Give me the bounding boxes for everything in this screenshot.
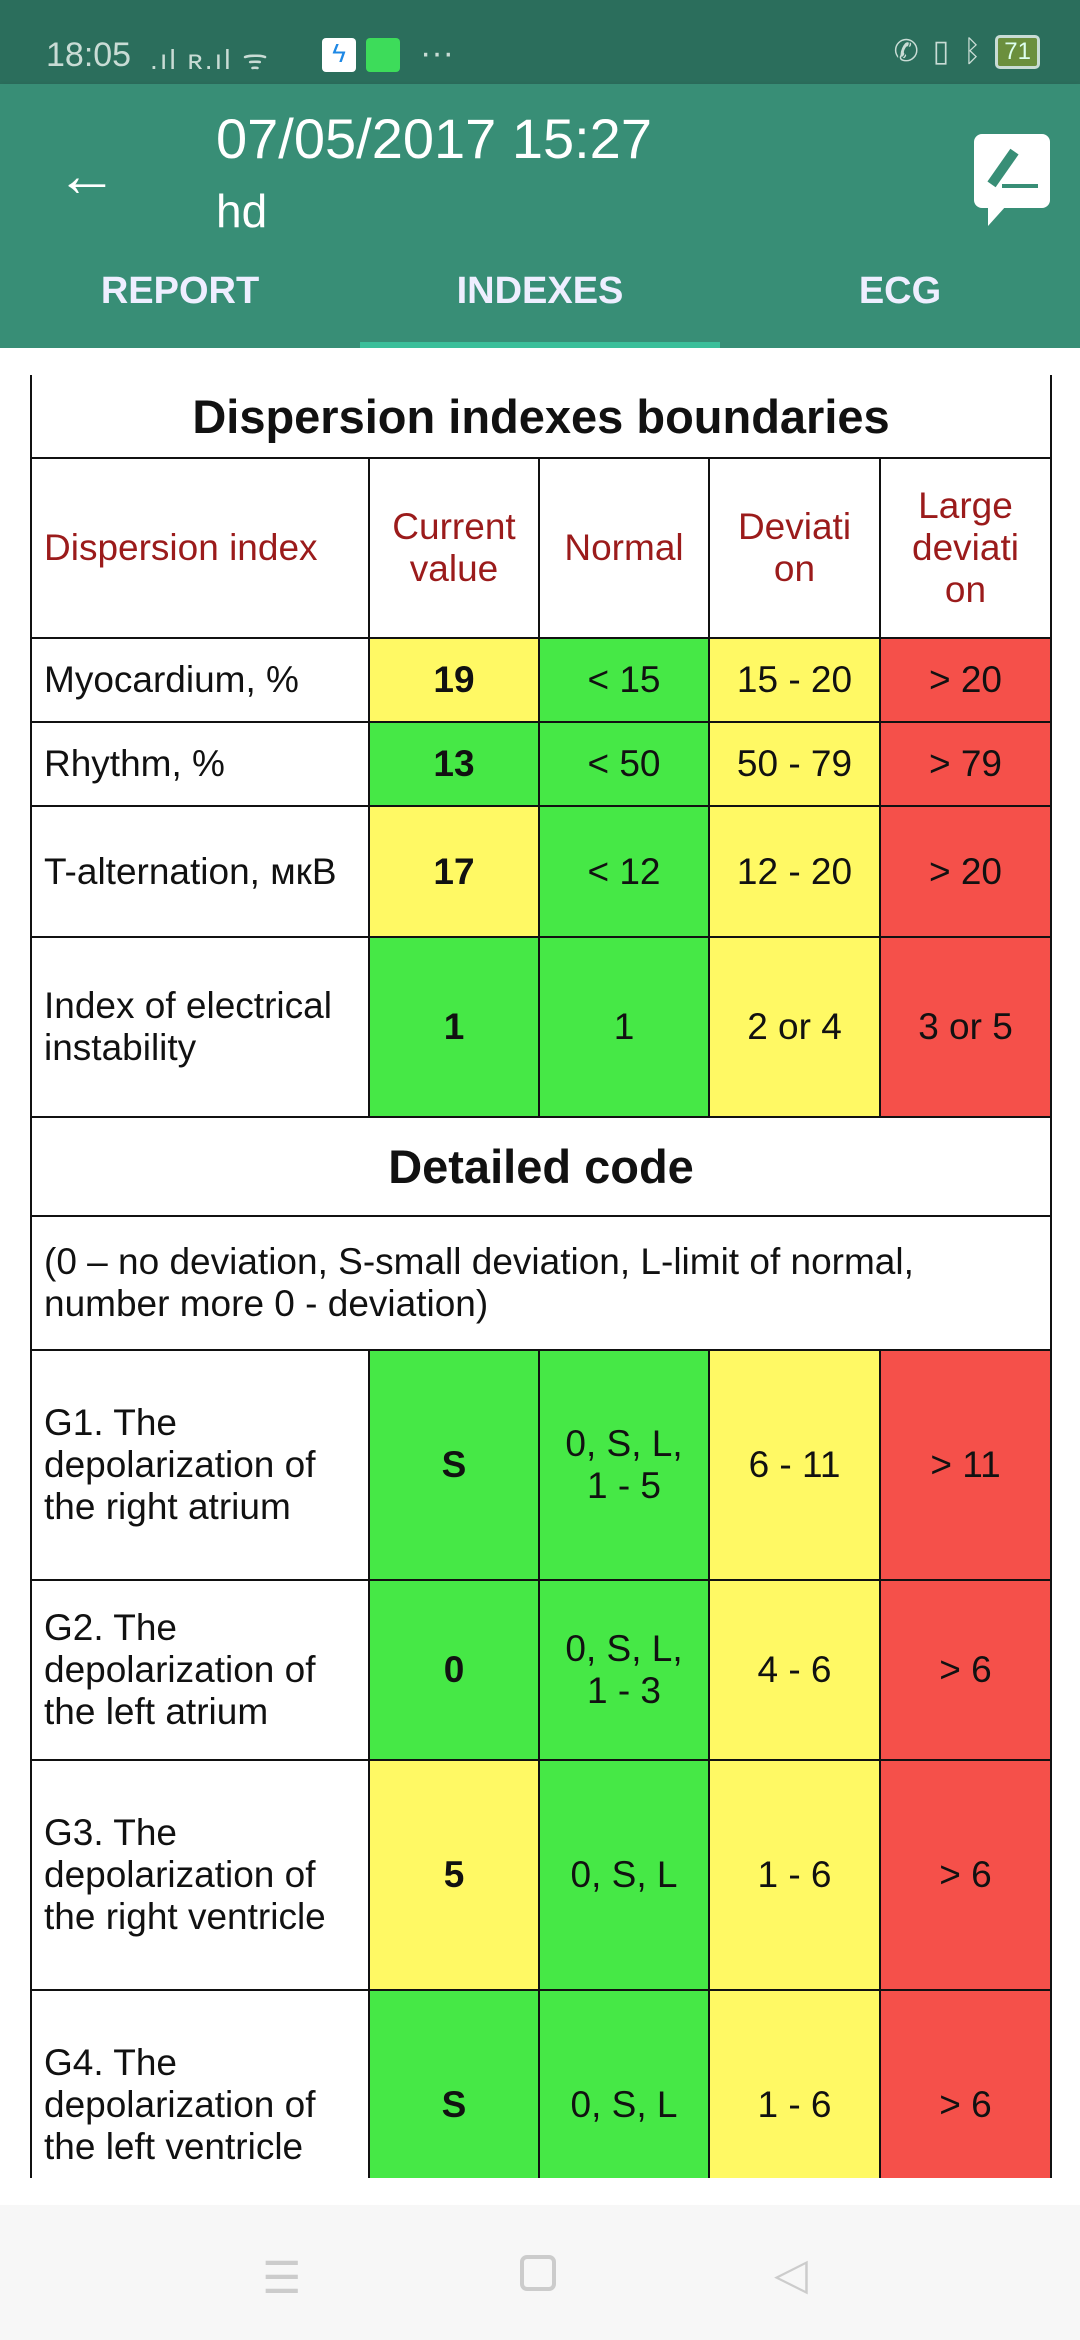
normal-range: 0, S, L, 1 - 5 — [538, 1349, 710, 1581]
vibrate-icon: ▯ — [932, 35, 950, 68]
table-row: G4. The depolarization of the left ventr… — [30, 1989, 1052, 2178]
code-name: G2. The depolarization of the left atriu… — [30, 1579, 370, 1761]
battery-icon: 71 — [995, 34, 1040, 69]
index-name: Index of electrical instability — [30, 936, 370, 1118]
current-value: S — [368, 1989, 540, 2178]
column-header: Deviati on — [708, 457, 881, 639]
column-header: Large deviati on — [879, 457, 1052, 639]
section-title: Detailed code — [30, 1116, 1052, 1217]
page-title: 07/05/2017 15:27 — [216, 107, 652, 170]
messenger-icon: ϟ — [322, 38, 356, 72]
bluetooth-icon: ᛒ — [963, 34, 982, 68]
code-name: G1. The depolarization of the right atri… — [30, 1349, 370, 1581]
current-value: 19 — [368, 637, 540, 723]
table-row: Myocardium, % 19 < 15 15 - 20 > 20 — [30, 637, 1052, 723]
deviation-range: 4 - 6 — [708, 1579, 881, 1761]
signal-icon: .ıl ʀ.ıl ᯤ — [150, 44, 270, 75]
table-row: G2. The depolarization of the left atriu… — [30, 1579, 1052, 1761]
current-value: 1 — [368, 936, 540, 1118]
current-value: 0 — [368, 1579, 540, 1761]
normal-range: 0, S, L — [538, 1759, 710, 1991]
table-row: G3. The depolarization of the right vent… — [30, 1759, 1052, 1991]
current-value: S — [368, 1349, 540, 1581]
deviation-range: 6 - 11 — [708, 1349, 881, 1581]
deviation-range: 1 - 6 — [708, 1989, 881, 2178]
indexes-table: Dispersion indexes boundaries Dispersion… — [30, 375, 1052, 2178]
deviation-range: 15 - 20 — [708, 637, 881, 723]
large-deviation-range: > 20 — [879, 805, 1052, 938]
status-bar: 18:05 .ıl ʀ.ıl ᯤ ϟ ··· ✆ ▯ ᛒ 71 — [0, 0, 1080, 84]
normal-range: < 15 — [538, 637, 710, 723]
tab-report[interactable]: REPORT — [100, 270, 260, 312]
index-name: Myocardium, % — [30, 637, 370, 723]
code-name: G4. The depolarization of the left ventr… — [30, 1989, 370, 2178]
system-nav-bar: ☰ ◁ — [0, 2205, 1080, 2340]
normal-range: 0, S, L, 1 - 3 — [538, 1579, 710, 1761]
section-title: Dispersion indexes boundaries — [30, 375, 1052, 459]
table-row: G1. The depolarization of the right atri… — [30, 1349, 1052, 1581]
wifi-call-icon: ✆ — [893, 35, 919, 68]
deviation-range: 12 - 20 — [708, 805, 881, 938]
table-header-row: Dispersion index Current value Normal De… — [30, 457, 1052, 639]
back-arrow-icon[interactable]: ← — [56, 141, 118, 210]
tab-indicator — [360, 342, 720, 348]
normal-range: 0, S, L — [538, 1989, 710, 2178]
table-row: Rhythm, % 13 < 50 50 - 79 > 79 — [30, 721, 1052, 807]
deviation-range: 50 - 79 — [708, 721, 881, 807]
tab-indexes[interactable]: INDEXES — [456, 270, 624, 312]
current-value: 5 — [368, 1759, 540, 1991]
large-deviation-range: > 11 — [879, 1349, 1052, 1581]
detailed-code-note: (0 – no deviation, S-small deviation, L-… — [30, 1215, 1052, 1351]
current-value: 17 — [368, 805, 540, 938]
large-deviation-range: 3 or 5 — [879, 936, 1052, 1118]
table-row: T-alternation, мкВ 17 < 12 12 - 20 > 20 — [30, 805, 1052, 938]
index-name: Rhythm, % — [30, 721, 370, 807]
column-header: Dispersion index — [30, 457, 370, 639]
large-deviation-range: > 6 — [879, 1759, 1052, 1991]
whatsapp-icon — [366, 38, 400, 72]
recents-menu-icon[interactable]: ☰ — [262, 2254, 302, 2303]
comment-edit-icon[interactable] — [974, 134, 1050, 226]
column-header: Current value — [368, 457, 540, 639]
status-time: 18:05 — [46, 36, 132, 74]
table-row: Index of electrical instability 1 1 2 or… — [30, 936, 1052, 1118]
index-name: T-alternation, мкВ — [30, 805, 370, 938]
tab-ecg[interactable]: ECG — [858, 270, 942, 312]
app-bar: ← 07/05/2017 15:27 hd REPORT INDEXES ECG — [0, 84, 1080, 348]
back-nav-icon[interactable]: ◁ — [774, 2250, 808, 2299]
code-name: G3. The depolarization of the right vent… — [30, 1759, 370, 1991]
large-deviation-range: > 20 — [879, 637, 1052, 723]
more-icon: ··· — [420, 34, 454, 72]
deviation-range: 1 - 6 — [708, 1759, 881, 1991]
normal-range: 1 — [538, 936, 710, 1118]
large-deviation-range: > 6 — [879, 1989, 1052, 2178]
indexes-content[interactable]: Dispersion indexes boundaries Dispersion… — [0, 348, 1080, 2178]
column-header: Normal — [538, 457, 710, 639]
large-deviation-range: > 6 — [879, 1579, 1052, 1761]
deviation-range: 2 or 4 — [708, 936, 881, 1118]
current-value: 13 — [368, 721, 540, 807]
home-icon[interactable] — [520, 2255, 556, 2291]
page-subtitle: hd — [216, 185, 268, 237]
normal-range: < 12 — [538, 805, 710, 938]
normal-range: < 50 — [538, 721, 710, 807]
large-deviation-range: > 79 — [879, 721, 1052, 807]
